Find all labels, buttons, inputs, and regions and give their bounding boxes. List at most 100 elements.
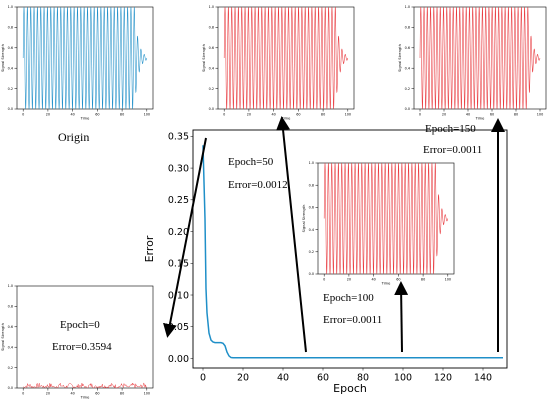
origin-caption: Origin xyxy=(58,130,89,144)
noise-line xyxy=(23,382,147,389)
x-tick-label: 40 xyxy=(271,112,275,116)
x-tick-label: 60 xyxy=(396,277,400,281)
x-tick-label: 100 xyxy=(537,112,543,116)
y-tick-label: 0.8 xyxy=(209,26,214,30)
y-tick-label: 0.2 xyxy=(8,87,13,91)
y-tick-label: 0.6 xyxy=(405,46,410,50)
y-tick-label: 0.4 xyxy=(209,66,214,70)
arrow-to-epoch-0 xyxy=(163,137,207,338)
y-tick-label: 0.10 xyxy=(168,290,189,301)
y-tick-label: 0.20 xyxy=(168,227,189,238)
x-tick-label: 40 xyxy=(371,277,375,281)
signal-line xyxy=(22,6,148,110)
x-tick-label: 20 xyxy=(247,112,251,116)
x-tick-label: 0 xyxy=(200,373,206,384)
y-tick-label: 0.00 xyxy=(168,354,189,365)
axes-frame xyxy=(16,285,154,389)
x-axis-label: Time xyxy=(80,395,91,399)
epoch-50-label: Epoch=50 xyxy=(228,156,274,168)
axes-frame xyxy=(192,129,508,369)
y-tick-label: 1.0 xyxy=(8,284,13,288)
x-tick-label: 100 xyxy=(394,373,412,384)
x-axis-label: Epoch xyxy=(333,382,367,395)
axes-frame xyxy=(413,6,547,110)
x-tick-label: 140 xyxy=(474,373,492,384)
y-axis-label: Signal Strength xyxy=(302,205,306,233)
x-tick-label: 80 xyxy=(357,373,369,384)
epoch-150-signal-chart: 0 20 40 60 80 100 0.0 0.2 0.4 0.6 0.8 1.0 Time Signal… xyxy=(398,5,547,120)
y-tick-label: 0.2 xyxy=(209,87,214,91)
y-tick-label: 0.4 xyxy=(405,66,410,70)
x-tick-label: 60 xyxy=(317,373,329,384)
y-tick-label: 0.8 xyxy=(8,305,13,309)
y-tick-label: 0.2 xyxy=(8,366,13,370)
signal-line xyxy=(223,6,349,110)
y-tick-label: 0.30 xyxy=(168,163,189,174)
x-tick-label: 40 xyxy=(70,112,74,116)
axes-frame xyxy=(16,6,154,110)
y-tick-label: 0.4 xyxy=(8,66,13,70)
x-tick-label: 0 xyxy=(22,112,24,116)
x-tick-label: 40 xyxy=(466,112,470,116)
x-axis-label: Time xyxy=(381,281,392,285)
x-tick-label: 0 xyxy=(419,112,421,116)
epoch-0-signal-chart: 0 20 40 60 80 100 0.0 0.2 0.4 0.6 0.8 1.0 Time Signal… xyxy=(1,284,154,399)
y-tick-label: 0.0 xyxy=(8,386,13,390)
x-tick-label: 100 xyxy=(345,112,351,116)
x-tick-label: 40 xyxy=(277,373,289,384)
y-tick-label: 1.0 xyxy=(309,161,314,165)
epoch-50-signal-chart: 0 20 40 60 80 100 0.0 0.2 0.4 0.6 0.8 1.0 Time Signal… xyxy=(202,5,355,120)
y-axis-label: Error xyxy=(143,235,156,262)
arrow-to-epoch-50 xyxy=(276,116,307,353)
epoch-100-signal-chart: 0 20 40 60 80 100 0.0 0.2 0.4 0.6 0.8 1.0 Time Signal… xyxy=(302,161,455,285)
y-tick-label: 0.4 xyxy=(309,228,314,232)
x-tick-label: 20 xyxy=(46,391,50,395)
y-axis-label: Signal Strength xyxy=(1,323,5,351)
y-tick-label: 0.6 xyxy=(8,46,13,50)
y-tick-label: 0.35 xyxy=(168,132,189,143)
y-tick-label: 0.2 xyxy=(405,87,410,91)
y-tick-label: 1.0 xyxy=(209,5,214,9)
x-tick-label: 0 xyxy=(223,112,225,116)
y-tick-label: 0.0 xyxy=(309,272,314,276)
x-axis-label: Time xyxy=(475,116,486,120)
y-tick-label: 0.0 xyxy=(405,107,410,111)
x-tick-label: 0 xyxy=(323,277,325,281)
x-tick-label: 100 xyxy=(144,391,150,395)
y-tick-label: 0.2 xyxy=(309,250,314,254)
axes-frame xyxy=(217,6,355,110)
x-tick-label: 80 xyxy=(321,112,325,116)
y-axis-label: Signal Strength xyxy=(398,44,402,72)
y-tick-label: 0.15 xyxy=(168,259,189,270)
y-axis-label: Signal Strength xyxy=(1,44,5,72)
y-tick-label: 0.8 xyxy=(8,26,13,30)
signal-line xyxy=(323,162,449,275)
x-tick-label: 60 xyxy=(490,112,494,116)
x-tick-label: 0 xyxy=(22,391,24,395)
y-tick-label: 0.4 xyxy=(8,345,13,349)
epoch-150-label: Epoch=150 xyxy=(425,123,476,135)
y-tick-label: 0.05 xyxy=(168,322,189,333)
epoch-150-error-label: Error=0.0011 xyxy=(423,144,482,156)
y-tick-label: 0.8 xyxy=(309,183,314,187)
epoch-100-error-label: Error=0.0011 xyxy=(323,314,382,326)
x-tick-label: 100 xyxy=(445,277,451,281)
x-tick-label: 20 xyxy=(46,112,50,116)
x-tick-label: 80 xyxy=(120,391,124,395)
error-curve-line xyxy=(202,145,503,359)
origin-signal-chart: 0 20 40 60 80 100 0.0 0.2 0.4 0.6 0.8 1.0 Time Signal… xyxy=(1,5,154,120)
y-axis-label: Signal Strength xyxy=(202,44,206,72)
axes-frame xyxy=(317,162,455,275)
x-tick-label: 40 xyxy=(70,391,74,395)
y-tick-label: 0.0 xyxy=(209,107,214,111)
y-tick-label: 0.8 xyxy=(405,26,410,30)
x-axis-label: Time xyxy=(80,116,91,120)
x-tick-label: 60 xyxy=(95,391,99,395)
x-tick-label: 100 xyxy=(144,112,150,116)
x-tick-label: 60 xyxy=(95,112,99,116)
x-tick-label: 80 xyxy=(421,277,425,281)
epoch-0-error-label: Error=0.3594 xyxy=(52,341,112,353)
x-tick-label: 20 xyxy=(347,277,351,281)
y-tick-label: 0.6 xyxy=(209,46,214,50)
